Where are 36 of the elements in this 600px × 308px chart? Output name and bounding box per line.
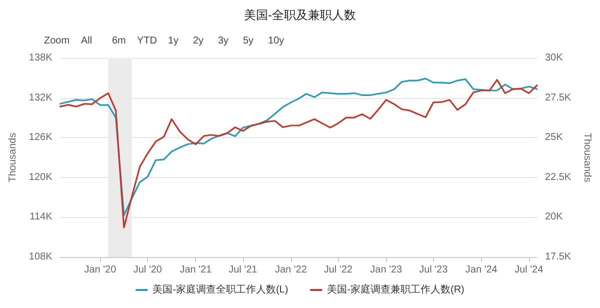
x-tick-label: Jul '21 <box>228 264 258 276</box>
legend-label: 美国-家庭调查兼职工作人数(R) <box>327 284 464 296</box>
text: 3y <box>218 36 229 46</box>
x-tick-label: Jul '23 <box>419 264 448 276</box>
text: 6m <box>112 36 126 46</box>
y2-tick-label: 27.5K <box>544 92 572 104</box>
legend-label: 美国-家庭调查全职工作人数(L) <box>152 284 288 296</box>
y2-axis-title: Thousands <box>582 132 592 182</box>
y2-tick-label: 20K <box>544 212 564 223</box>
text: YTD <box>137 36 157 46</box>
text: Zoom <box>44 36 70 46</box>
x-tick-label: Jul '20 <box>133 264 162 276</box>
y-tick-label: 108K <box>28 252 53 262</box>
x-tick-label: Jan '22 <box>274 264 308 276</box>
x-tick-label: Jan '24 <box>465 264 498 276</box>
x-tick-label: Jul '22 <box>324 264 353 276</box>
y-tick-label: 114K <box>30 212 53 223</box>
y2-tick-label: 17.5K <box>544 252 572 262</box>
y-axis-title: Thousands <box>8 132 18 182</box>
text: 2y <box>193 36 204 46</box>
y-tick-label: 126K <box>28 132 53 144</box>
x-tick-label: Jan '23 <box>370 264 403 276</box>
y-tick-label: 138K <box>28 52 53 64</box>
text: 10y <box>268 36 284 46</box>
x-tick-label: Jan '21 <box>180 264 212 276</box>
y-tick-label: 120K <box>28 172 53 183</box>
y-tick-label: 132K <box>28 92 53 104</box>
text: 1y <box>168 36 179 46</box>
y2-tick-label: 25K <box>544 132 564 144</box>
text: 5y <box>243 36 254 46</box>
x-tick-label: Jan '20 <box>84 264 117 276</box>
y2-tick-label: 22.5K <box>544 172 572 183</box>
chart-title: 美国-全职及兼职人数 <box>244 8 356 22</box>
text: All <box>81 36 92 46</box>
x-tick-label: Jul '24 <box>514 264 544 276</box>
y2-tick-label: 30K <box>544 52 564 64</box>
